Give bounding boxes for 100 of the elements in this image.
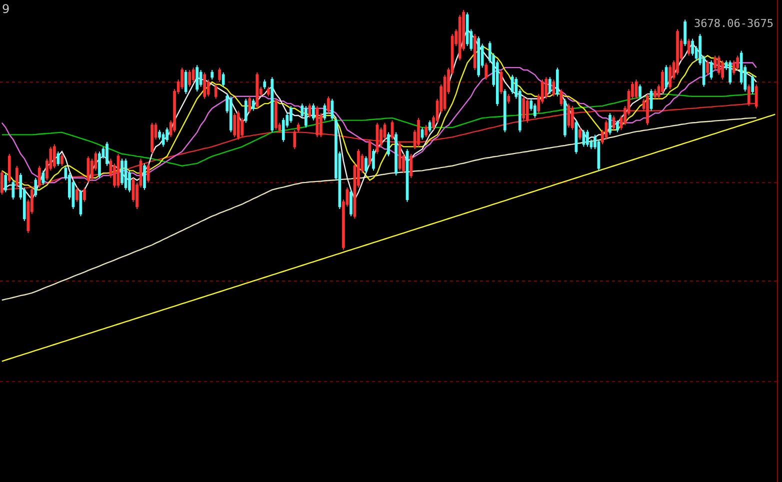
- candlestick: [289, 105, 292, 124]
- candlestick: [162, 132, 165, 148]
- candlestick: [323, 103, 326, 121]
- candlestick: [56, 150, 60, 166]
- candlestick: [222, 72, 225, 88]
- candlestick: [308, 103, 312, 118]
- candlestick: [717, 55, 720, 76]
- candlestick: [364, 156, 368, 174]
- candlestick: [15, 165, 18, 188]
- candlestick: [691, 38, 694, 56]
- candlestick: [282, 117, 285, 142]
- candlestick: [560, 88, 563, 106]
- candlestick: [732, 60, 736, 76]
- candlestick: [38, 165, 41, 188]
- candlestick: [79, 189, 82, 217]
- candlestick: [500, 69, 503, 94]
- candlestick: [296, 122, 300, 133]
- candlestick: [710, 60, 713, 80]
- annotation: 3678.06-3675: [694, 17, 774, 30]
- candlestick: [106, 141, 108, 166]
- candlestick: [293, 129, 296, 150]
- candlestick: [721, 60, 724, 80]
- candlestick: [312, 103, 315, 121]
- candlestick: [150, 122, 154, 154]
- candlestick: [210, 69, 214, 80]
- candlestick: [166, 127, 168, 142]
- candlestick: [184, 69, 188, 94]
- candlestick: [180, 67, 184, 90]
- candlestick: [668, 64, 672, 90]
- candlestick: [372, 148, 375, 172]
- candlestick: [406, 148, 409, 202]
- candlestick: [548, 76, 552, 94]
- candlestick: [274, 98, 278, 130]
- candlestick: [34, 177, 38, 198]
- candlestick: [473, 34, 476, 70]
- candlestick: [376, 122, 379, 154]
- candlestick: [42, 170, 45, 186]
- candlestick: [199, 69, 202, 88]
- candlestick: [477, 36, 480, 78]
- candlestick: [747, 84, 750, 106]
- candlestick: [650, 88, 653, 112]
- candlestick: [398, 141, 402, 172]
- candlestick: [214, 84, 218, 100]
- candlestick: [586, 129, 589, 148]
- candlestick: [252, 98, 255, 112]
- candlestick: [4, 172, 8, 193]
- candlestick: [567, 103, 570, 128]
- candlestick: [368, 139, 372, 166]
- candlestick: [608, 112, 612, 136]
- candlestick: [143, 162, 146, 190]
- candlestick: [124, 158, 128, 190]
- candlestick: [8, 153, 11, 184]
- candlestick: [507, 93, 510, 104]
- candlestick: [256, 72, 259, 109]
- candlestick: [582, 129, 586, 148]
- candlestick: [53, 144, 56, 169]
- candlestick: [664, 64, 668, 90]
- candlestick: [706, 60, 709, 76]
- candlestick: [574, 120, 578, 154]
- candlestick: [616, 120, 619, 133]
- candlestick: [578, 127, 582, 140]
- candlestick: [76, 186, 78, 202]
- candlestick: [544, 76, 548, 100]
- candlestick: [12, 180, 15, 200]
- candlestick: [0, 170, 4, 196]
- candlestick: [458, 14, 462, 61]
- candlestick: [390, 120, 394, 140]
- candlestick: [634, 79, 638, 100]
- candlestick: [116, 153, 120, 188]
- candlestick: [188, 69, 191, 88]
- candlestick: [684, 19, 686, 46]
- candlestick: [728, 60, 732, 85]
- candlestick: [612, 115, 616, 130]
- candlestick: [304, 105, 308, 128]
- candlestick: [86, 156, 90, 184]
- candlestick: [120, 158, 124, 186]
- candlestick: [387, 132, 390, 157]
- annotation: 9: [2, 2, 10, 16]
- candlestick: [83, 186, 86, 202]
- candlestick: [236, 110, 240, 140]
- candlestick: [218, 67, 222, 82]
- candlestick: [417, 117, 420, 148]
- candlestick: [424, 124, 428, 138]
- candlestick: [203, 72, 206, 100]
- candlestick: [510, 74, 514, 94]
- candlestick: [270, 76, 274, 133]
- candlestick: [552, 79, 556, 97]
- candlestick: [676, 28, 679, 76]
- candlestick: [484, 62, 488, 80]
- candlestick: [233, 112, 236, 138]
- candlestick: [266, 86, 270, 97]
- candlestick: [564, 98, 566, 138]
- candlestick: [661, 69, 664, 94]
- candlestick: [571, 105, 574, 130]
- candlestick: [420, 127, 424, 140]
- candlestick: [751, 74, 754, 94]
- candlestick: [244, 98, 248, 124]
- candlestick: [654, 88, 656, 100]
- candlestick: [248, 96, 252, 114]
- candlestick: [146, 162, 150, 184]
